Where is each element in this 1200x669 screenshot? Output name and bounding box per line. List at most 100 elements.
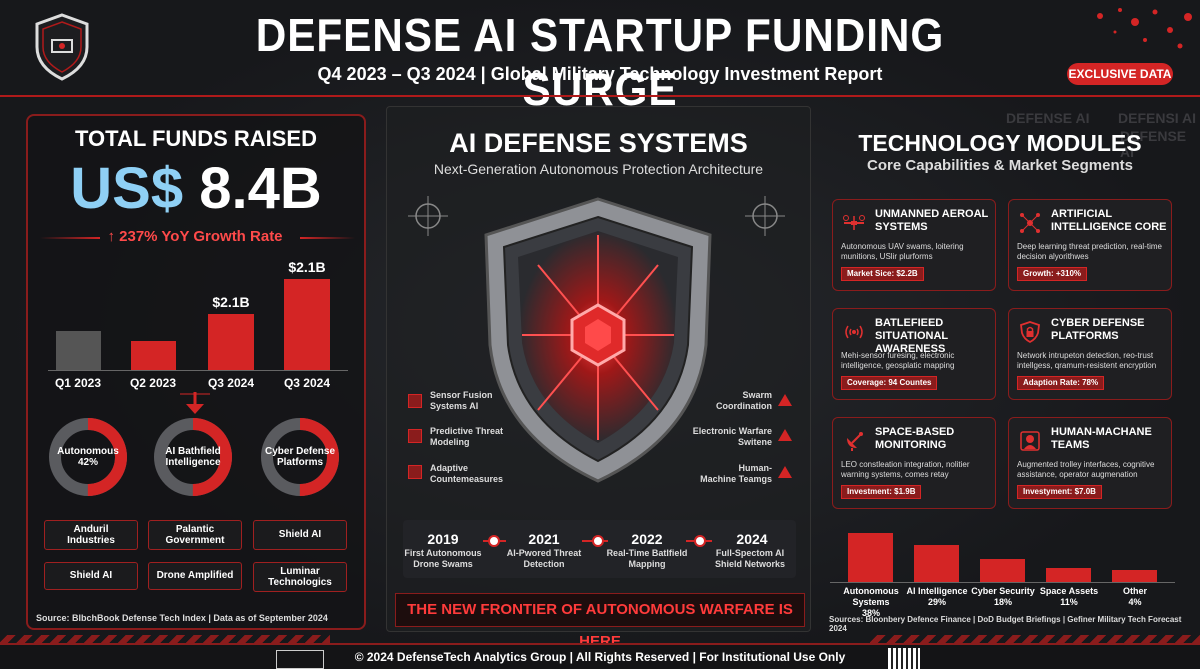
- donut-title: Autonomous: [57, 446, 119, 457]
- header-divider: [0, 95, 1200, 97]
- market-bar: [848, 533, 893, 582]
- feature-triangle-icon: [778, 429, 792, 441]
- feature-label: Adaptive Countemeasures: [430, 463, 520, 485]
- feature-line-2: Countemeasures: [430, 473, 504, 484]
- timeline-year: 2019: [403, 531, 483, 547]
- market-bar-label: Cyber Security 18%: [968, 586, 1038, 608]
- company-box: Luminar Technologics: [253, 562, 347, 592]
- module-stat-tag: Market Sice: $2.2B: [841, 267, 924, 281]
- module-stat-tag: Investment: $1.9B: [841, 485, 922, 499]
- feature-label: Human- Machine Teamgs: [680, 463, 772, 485]
- currency-label: US$: [70, 156, 184, 221]
- market-bar: [914, 544, 959, 582]
- company-name-2: Government: [165, 535, 225, 546]
- market-bar-category: AI Intelligence: [906, 586, 968, 596]
- shield-logo-icon: [35, 13, 89, 81]
- ai-shield-icon: [484, 197, 712, 483]
- market-bar-label: AI Intelligence 29%: [902, 586, 972, 608]
- company-name: Shield AI: [69, 570, 113, 582]
- module-stat-tag: Adaption Rate: 78%: [1017, 376, 1105, 390]
- exclusive-badge: EXCLUSIVE DATA: [1067, 63, 1173, 85]
- company-name-2: Technologics: [268, 577, 332, 588]
- module-card: UNMANNED AEROAL SYSTEMS Autonomous UAV s…: [832, 199, 996, 291]
- donut-label: Autonomous 42%: [48, 446, 128, 468]
- market-bar: [980, 558, 1025, 582]
- timeline-year: 2024: [712, 531, 792, 547]
- feature-line: Predictive Threat: [430, 426, 504, 436]
- feature-label: Sensor Fusion Systems AI: [430, 390, 520, 412]
- modules-subtitle: Core Capabilities & Market Segments: [867, 157, 1133, 174]
- feature-label: Electronic Warfare Switene: [680, 426, 772, 448]
- timeline-year: 2021: [506, 531, 582, 547]
- ghost-text: DEFENSE AI: [1120, 128, 1187, 160]
- bar-q2-2023: [131, 341, 176, 370]
- module-card: BATLEFIEED SITUATIONAL AWARENESS Mehi-se…: [832, 308, 996, 400]
- bar-q3-2024-b: [284, 279, 330, 370]
- module-card: SPACE-BASED MONITORING LEO constleation …: [832, 417, 996, 509]
- timeline-dot: [488, 535, 500, 547]
- company-box: Anduril Industries: [44, 520, 138, 550]
- market-axis: [830, 582, 1175, 583]
- module-card: CYBER DEFENSE PLATFORMS Network intrupet…: [1008, 308, 1172, 400]
- timeline-year: 2022: [608, 531, 686, 547]
- company-name-2: Industries: [67, 535, 115, 546]
- market-bar-pct: 38%: [861, 607, 880, 618]
- market-bar-pct: 18%: [993, 596, 1012, 607]
- market-bar-category: Space Assets: [1039, 586, 1099, 596]
- bar-category-label: Q2 2023: [129, 376, 177, 390]
- page-subtitle: Q4 2023 – Q3 2024 | Global Military Tech…: [317, 64, 883, 84]
- right-source: Sources: Bloonbery Defence Finance | DoD…: [829, 615, 1182, 633]
- market-bar-label: Other 4%: [1100, 586, 1170, 608]
- module-title: CYBER DEFENSE PLATFORMS: [1051, 317, 1145, 343]
- company-name: Shield AI: [278, 529, 322, 541]
- growth-text: 237% YoY Growth Rate: [119, 228, 283, 245]
- bar-value-label: $2.1B: [288, 259, 326, 275]
- amount-value: 8.4B: [199, 156, 322, 221]
- feature-line: Swarm: [742, 390, 772, 400]
- market-bar-category: Other: [1122, 586, 1147, 596]
- module-card: HUMAN-MACHANE TEAMS Augmented trolley in…: [1008, 417, 1172, 509]
- module-desc: Mehi-sensor furesing, electronic intelli…: [841, 351, 955, 370]
- tagline-banner: THE NEW FRONTIER OF AUTONOMOUS WARFARE I…: [395, 593, 805, 650]
- market-bar-pct: 29%: [927, 596, 946, 607]
- module-title: SPACE-BASED MONITORING: [875, 426, 955, 452]
- left-source: Source: BlbchBook Defense Tech Index | D…: [36, 613, 328, 623]
- page-title: DEFENSE AI STARTUP FUNDING SURGE: [255, 9, 945, 115]
- market-bar-category: Cyber Security: [971, 586, 1035, 596]
- feature-line-2: Modeling: [430, 436, 470, 447]
- arrow-up-icon: ↑: [107, 228, 120, 245]
- module-stat-tag: Growth: +310%: [1017, 267, 1088, 281]
- timeline-line2: Shield Networks: [714, 558, 786, 569]
- module-desc: Deep learning threat prediction, real-ti…: [1017, 242, 1162, 261]
- module-desc: LEO constleation integration, nolitier w…: [841, 460, 970, 479]
- timeline-text: Real-Time Batlfield Mapping: [602, 548, 692, 570]
- crosshair-icon: [745, 196, 785, 236]
- total-funds-heading: TOTAL FUNDS RAISED: [74, 126, 317, 151]
- ghost-text: DEFENSE AI: [1006, 110, 1090, 126]
- donut-title: Cyber Defense: [264, 446, 336, 457]
- timeline-line2: Mapping: [628, 558, 666, 569]
- footer: [0, 643, 1200, 669]
- module-title: BATLEFIEED SITUATIONAL AWARENESS: [875, 317, 948, 356]
- feature-square-icon: [408, 394, 422, 408]
- company-name: Luminar: [280, 565, 320, 577]
- feature-triangle-icon: [778, 394, 792, 406]
- footer-stripes: [870, 635, 1200, 643]
- module-desc: Autonomous UAV swams, loitering munition…: [841, 242, 964, 261]
- bar-category-label: Q3 2024: [207, 376, 255, 390]
- bar-q3-2024-a: [208, 314, 254, 370]
- footer-text: © 2024 DefenseTech Analytics Group | All…: [354, 650, 846, 664]
- arrow-down-icon: [180, 392, 210, 414]
- module-desc: Augmented trolley interfaces, cognitive …: [1017, 460, 1155, 479]
- timeline-line1: First Autonomous: [404, 548, 482, 558]
- feature-line: Human-: [738, 463, 773, 473]
- bar-axis: [48, 370, 348, 371]
- bar-q1-2023: [56, 331, 101, 370]
- donut-sub: Platforms: [276, 457, 324, 468]
- modules-title: TECHNOLOGY MODULES: [858, 130, 1142, 156]
- dots-decoration: [1097, 8, 1192, 49]
- timeline-line1: AI-Pwored Threat: [506, 548, 582, 558]
- timeline-line2: Detection: [523, 558, 565, 569]
- timeline-line1: Real-Time Batlfield: [606, 548, 688, 558]
- timeline: [403, 520, 796, 578]
